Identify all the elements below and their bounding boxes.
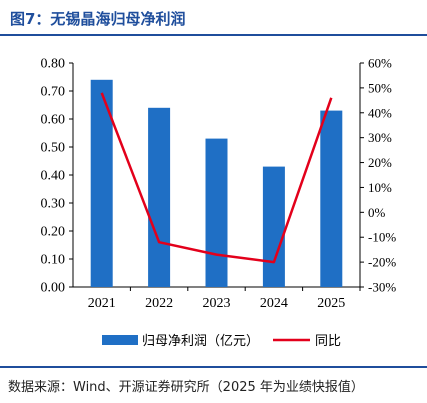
bar	[148, 107, 171, 287]
bar	[320, 110, 343, 287]
right-tick-label: 40%	[368, 105, 392, 120]
left-tick-label: 0.30	[41, 197, 66, 212]
right-tick-label: 50%	[368, 80, 392, 95]
combo-chart: 0.00 0.10 0.20 0.30 0.40 0.50 0.60 0.70 0.80 -30%…	[41, 56, 397, 349]
legend-label-bar: 归母净利润（亿元）	[142, 333, 259, 348]
legend-label-line: 同比	[315, 333, 341, 348]
right-tick-label: -30%	[368, 280, 396, 295]
x-tick-label: 2021	[88, 296, 116, 311]
figure-title: 图7：无锡晶海归母净利润	[10, 10, 186, 28]
source-note: 数据来源：Wind、开源证券研究所（2025 年为业绩快报值）	[8, 380, 364, 395]
legend-swatch-bar	[102, 335, 138, 345]
left-tick-label: 0.50	[41, 141, 66, 156]
right-tick-label: 0%	[368, 205, 386, 220]
bar	[90, 79, 113, 287]
left-tick-label: 0.40	[41, 169, 66, 184]
left-tick-label: 0.80	[41, 57, 66, 72]
right-tick-label: -10%	[368, 230, 396, 245]
x-tick-label: 2025	[317, 296, 345, 311]
left-tick-label: 0.70	[41, 85, 66, 100]
x-tick-label: 2024	[260, 296, 288, 311]
right-tick-label: 20%	[368, 155, 392, 170]
right-tick-label: 10%	[368, 180, 392, 195]
x-tick-label: 2022	[145, 296, 173, 311]
left-tick-label: 0.10	[41, 253, 66, 268]
yoy-line	[100, 92, 333, 264]
x-tick-label: 2023	[203, 296, 231, 311]
right-tick-label: -20%	[368, 255, 396, 270]
bar	[262, 166, 285, 287]
source-bar: 数据来源：Wind、开源证券研究所（2025 年为业绩快报值）	[0, 366, 427, 403]
left-tick-label: 0.20	[41, 225, 66, 240]
figure-title-bar: 图7：无锡晶海归母净利润	[0, 0, 427, 36]
chart-area: 0.00 0.10 0.20 0.30 0.40 0.50 0.60 0.70 0.80 -30%…	[0, 36, 427, 366]
right-tick-label: 60%	[368, 56, 392, 71]
left-tick-label: 0.60	[41, 113, 66, 128]
bar	[205, 138, 228, 287]
left-tick-label: 0.00	[41, 281, 66, 296]
right-tick-label: 30%	[368, 130, 392, 145]
